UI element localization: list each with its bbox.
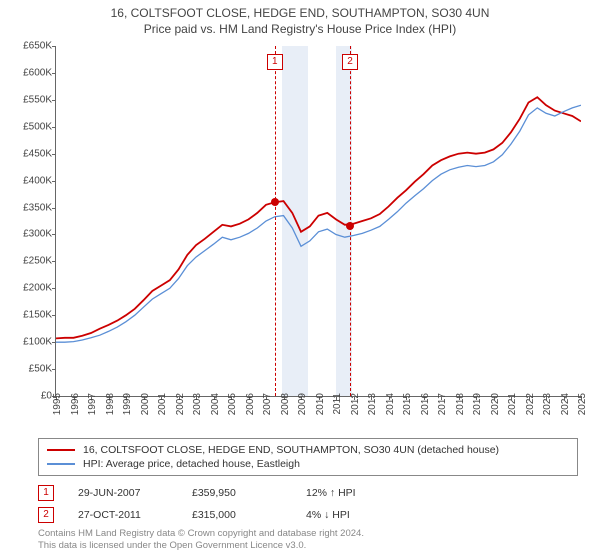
title-subtitle: Price paid vs. HM Land Registry's House … — [0, 22, 600, 38]
chart-plot-area: £0£50K£100K£150K£200K£250K£300K£350K£400… — [55, 46, 581, 397]
x-tick-label: 2020 — [490, 393, 501, 415]
y-tick-label: £200K — [4, 283, 52, 294]
sale-delta: 4% ↓ HPI — [306, 509, 396, 521]
y-tick-label: £550K — [4, 94, 52, 105]
y-tick-label: £150K — [4, 310, 52, 321]
x-tick-label: 1996 — [70, 393, 81, 415]
sale-row: 2 27-OCT-2011 £315,000 4% ↓ HPI — [38, 504, 578, 526]
sale-delta: 12% ↑ HPI — [306, 487, 396, 499]
x-tick-label: 2021 — [507, 393, 518, 415]
event-marker-dot — [271, 198, 279, 206]
x-tick-label: 2004 — [210, 393, 221, 415]
sale-price: £315,000 — [192, 509, 282, 521]
x-tick-label: 2012 — [350, 393, 361, 415]
footer-line2: This data is licensed under the Open Gov… — [38, 540, 364, 552]
footer-line1: Contains HM Land Registry data © Crown c… — [38, 528, 364, 540]
event-marker-box: 1 — [267, 54, 283, 70]
x-tick-label: 2011 — [332, 393, 343, 415]
y-tick-label: £400K — [4, 175, 52, 186]
event-marker-dot — [346, 222, 354, 230]
x-tick-label: 2008 — [280, 393, 291, 415]
y-tick-label: £250K — [4, 256, 52, 267]
x-tick-label: 2015 — [402, 393, 413, 415]
footer-attribution: Contains HM Land Registry data © Crown c… — [38, 528, 364, 553]
x-tick-label: 1997 — [87, 393, 98, 415]
x-tick-label: 2019 — [472, 393, 483, 415]
x-tick-label: 2005 — [227, 393, 238, 415]
legend-swatch — [47, 463, 75, 465]
sale-marker-box: 1 — [38, 485, 54, 501]
x-tick-label: 2013 — [367, 393, 378, 415]
y-tick-label: £600K — [4, 67, 52, 78]
x-tick-label: 2010 — [315, 393, 326, 415]
legend-label: HPI: Average price, detached house, East… — [83, 458, 300, 470]
title-block: 16, COLTSFOOT CLOSE, HEDGE END, SOUTHAMP… — [0, 0, 600, 37]
sale-marker-box: 2 — [38, 507, 54, 523]
event-marker-box: 2 — [342, 54, 358, 70]
y-tick-label: £500K — [4, 121, 52, 132]
x-tick-label: 2009 — [297, 393, 308, 415]
legend-swatch — [47, 449, 75, 451]
title-address: 16, COLTSFOOT CLOSE, HEDGE END, SOUTHAMP… — [0, 6, 600, 22]
x-tick-label: 1995 — [52, 393, 63, 415]
legend-item: 16, COLTSFOOT CLOSE, HEDGE END, SOUTHAMP… — [47, 443, 569, 457]
x-tick-label: 2022 — [525, 393, 536, 415]
chart-container: 16, COLTSFOOT CLOSE, HEDGE END, SOUTHAMP… — [0, 0, 600, 560]
legend-item: HPI: Average price, detached house, East… — [47, 457, 569, 471]
chart-svg — [56, 46, 581, 396]
x-tick-label: 2001 — [157, 393, 168, 415]
x-tick-label: 1998 — [105, 393, 116, 415]
sales-table: 1 29-JUN-2007 £359,950 12% ↑ HPI 2 27-OCT-201… — [38, 482, 578, 526]
y-tick-label: £50K — [4, 364, 52, 375]
x-tick-label: 2000 — [140, 393, 151, 415]
sale-price: £359,950 — [192, 487, 282, 499]
x-tick-label: 2018 — [455, 393, 466, 415]
sale-row: 1 29-JUN-2007 £359,950 12% ↑ HPI — [38, 482, 578, 504]
sale-date: 27-OCT-2011 — [78, 509, 168, 521]
x-tick-label: 2025 — [577, 393, 588, 415]
y-tick-label: £650K — [4, 41, 52, 52]
x-tick-label: 1999 — [122, 393, 133, 415]
x-tick-label: 2023 — [542, 393, 553, 415]
x-tick-label: 2017 — [437, 393, 448, 415]
x-tick-label: 2016 — [420, 393, 431, 415]
series-line — [56, 97, 581, 338]
y-tick-label: £450K — [4, 148, 52, 159]
y-tick-label: £100K — [4, 337, 52, 348]
x-tick-label: 2014 — [385, 393, 396, 415]
y-tick-label: £300K — [4, 229, 52, 240]
x-tick-label: 2003 — [192, 393, 203, 415]
x-tick-label: 2007 — [262, 393, 273, 415]
x-tick-label: 2006 — [245, 393, 256, 415]
y-tick-label: £350K — [4, 202, 52, 213]
legend-label: 16, COLTSFOOT CLOSE, HEDGE END, SOUTHAMP… — [83, 444, 499, 456]
y-tick-label: £0 — [4, 391, 52, 402]
series-line — [56, 105, 581, 342]
legend-box: 16, COLTSFOOT CLOSE, HEDGE END, SOUTHAMP… — [38, 438, 578, 476]
x-tick-label: 2024 — [560, 393, 571, 415]
sale-date: 29-JUN-2007 — [78, 487, 168, 499]
x-tick-label: 2002 — [175, 393, 186, 415]
